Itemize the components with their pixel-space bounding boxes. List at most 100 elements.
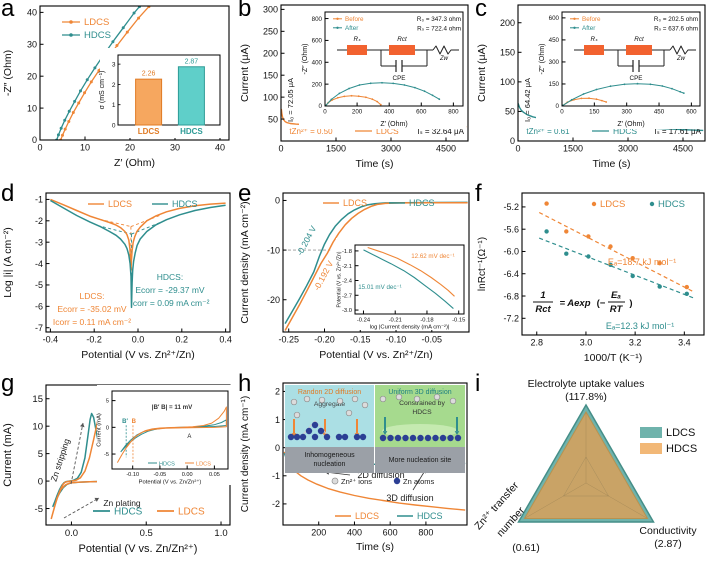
svg-text:(−: (−: [597, 298, 606, 309]
circuit-rs-label: Rₛ: [591, 36, 599, 43]
y-tick-label: 450: [549, 37, 560, 44]
inset-ldcs-curve: [367, 246, 455, 297]
plot-frame: [521, 192, 705, 336]
svg-text:1: 1: [112, 102, 116, 109]
transfer-number-annotation: tZn²⁺ = 0.50: [289, 127, 333, 136]
x-tick-label: 450: [654, 109, 665, 116]
x-tick-label: 3.2: [629, 338, 642, 348]
y-tick-label: 5: [106, 399, 109, 405]
y-tick-label: -5: [35, 280, 43, 290]
gap-annotation: |B′ B| = 11 mV: [152, 404, 193, 411]
plot-frame: [354, 244, 465, 315]
legend-hdcs: HDCS: [172, 199, 198, 209]
y-tick-label: -10: [267, 245, 280, 255]
y-tick-label: 0: [106, 425, 109, 431]
inset-y-axis-label: -Z″ (Ohm): [302, 44, 309, 75]
x-tick-label: 0.4: [219, 335, 232, 345]
zn-ion-icon: [318, 396, 326, 404]
zn-atom-icon: [409, 434, 417, 442]
x-tick-label: 3.0: [580, 338, 593, 348]
panel-h-letter: h: [238, 370, 252, 397]
x-tick-label: 600: [686, 109, 697, 116]
legend-ldcs: LDCS: [355, 511, 379, 521]
svg-text:(0.61): (0.61): [512, 542, 539, 554]
x-tick-label: 4500: [436, 144, 456, 154]
y-tick-label: 150: [500, 48, 515, 58]
zn-ion-legend-icon: [331, 477, 339, 485]
x-tick-label: 4500: [673, 144, 693, 154]
circuit-rs-label: Rₛ: [354, 36, 362, 43]
x-tick-label: -0.10: [386, 335, 407, 345]
y-tick-label: -3.0: [342, 308, 352, 314]
legend-ldcs: LDCS: [343, 198, 367, 208]
x-tick-label: -0.25: [278, 335, 299, 345]
plot-frame: [280, 4, 469, 142]
x-tick-label: 300: [622, 109, 633, 116]
x-tick-label: 3000: [618, 144, 638, 154]
ea-hdcs: Eₐ=12.3 kJ mol⁻¹: [606, 321, 674, 331]
circuit-cpe-label: CPE: [393, 75, 406, 82]
y-axis-label: Current density (mA cm⁻¹): [240, 396, 251, 512]
x-tick-label: 0.0: [65, 528, 78, 539]
x-tick-label: 0.05: [209, 472, 220, 478]
plot-frame: [517, 4, 706, 142]
inset-legend-before: Before: [582, 16, 601, 23]
bar-category: HDCS: [180, 127, 203, 136]
inset-x-axis-label: log |Current density (mA cm⁻²)|: [370, 325, 450, 331]
y-tick-label: 0: [38, 476, 43, 487]
bar-category: LDCS: [138, 127, 160, 136]
svg-text:0: 0: [112, 122, 116, 129]
inset-after-curve: [562, 83, 684, 106]
x-tick-label: 10: [80, 143, 90, 153]
zn-atom-icon: [402, 434, 409, 442]
y-tick-label: 300: [549, 59, 560, 66]
zn-ion-icon: [345, 409, 353, 417]
zn-ion-icon: [290, 398, 298, 406]
x-tick-label: 600: [416, 109, 427, 116]
svg-text:): ): [629, 298, 632, 309]
inset-y-axis-label: σ (mS cm⁻¹): [99, 71, 106, 110]
zn-atom-icon: [447, 434, 454, 442]
x-axis-label: Z′ (Ohm): [114, 157, 155, 169]
x-tick-label: 1500: [326, 144, 346, 154]
svg-text:(117.8%): (117.8%): [565, 391, 607, 403]
svg-text:2: 2: [112, 82, 116, 89]
zn-atom-icon: [387, 434, 394, 442]
y-tick-label: -2: [35, 216, 43, 226]
zn-ion-icon: [379, 395, 387, 403]
zn-atom-icon: [432, 434, 439, 442]
i0-annotation: I₀ = 64.42 μA: [523, 78, 532, 122]
legend-ldcs: LDCS: [108, 199, 132, 209]
y-tick-label: 300: [263, 5, 278, 15]
panel-h-chart: 200 400 600 800 -2 -1 0 1 2 Time (s) Current densi…: [240, 382, 468, 553]
panel-a-letter: a: [1, 0, 15, 22]
x-axis-label: Potential (V vs. Zn/Zn²⁺): [79, 543, 198, 555]
3d-diffusion-annotation: 3D diffusion: [386, 493, 433, 503]
panel-c-letter: c: [475, 0, 487, 22]
r0-value: R₀ = 347.3 ohm: [417, 16, 461, 23]
x-tick-label: -0.05: [422, 335, 443, 345]
warburg-icon: [432, 45, 459, 55]
y-tick-label: 600: [312, 38, 323, 45]
y-axis-label: lnRct⁻¹(Ω⁻¹): [477, 237, 488, 291]
x-tick-label: 0.5: [140, 528, 153, 539]
legend-label: HDCS: [613, 126, 637, 136]
plating-annotation: Zn plating: [103, 498, 141, 508]
panel-h: h 200 400 600 800 -2 -1 0 1 2 Time (s) Current den…: [237, 370, 474, 566]
left-caption: Inhomogeneous: [304, 452, 355, 459]
inset-legend-after: After: [582, 25, 595, 32]
svg-text:3: 3: [112, 62, 116, 69]
x-tick-label: 400: [384, 109, 395, 116]
zn-atoms-legend: Zn atoms: [403, 477, 435, 486]
hdcs-slope: 15.01 mV dec⁻¹: [358, 284, 402, 291]
x-tick-label: 0.0: [132, 335, 145, 345]
x-tick-label: 800: [448, 109, 459, 116]
x-tick-label: -0.05: [154, 472, 167, 478]
panel-d-letter: d: [1, 180, 15, 207]
bar-ldcs: [135, 78, 163, 126]
x-tick-label: 20: [125, 143, 135, 153]
x-tick-label: 800: [418, 528, 433, 538]
transfer-number-annotation: tZn²⁺ = 0.61: [526, 127, 570, 136]
x-tick-label: 0: [323, 109, 327, 116]
